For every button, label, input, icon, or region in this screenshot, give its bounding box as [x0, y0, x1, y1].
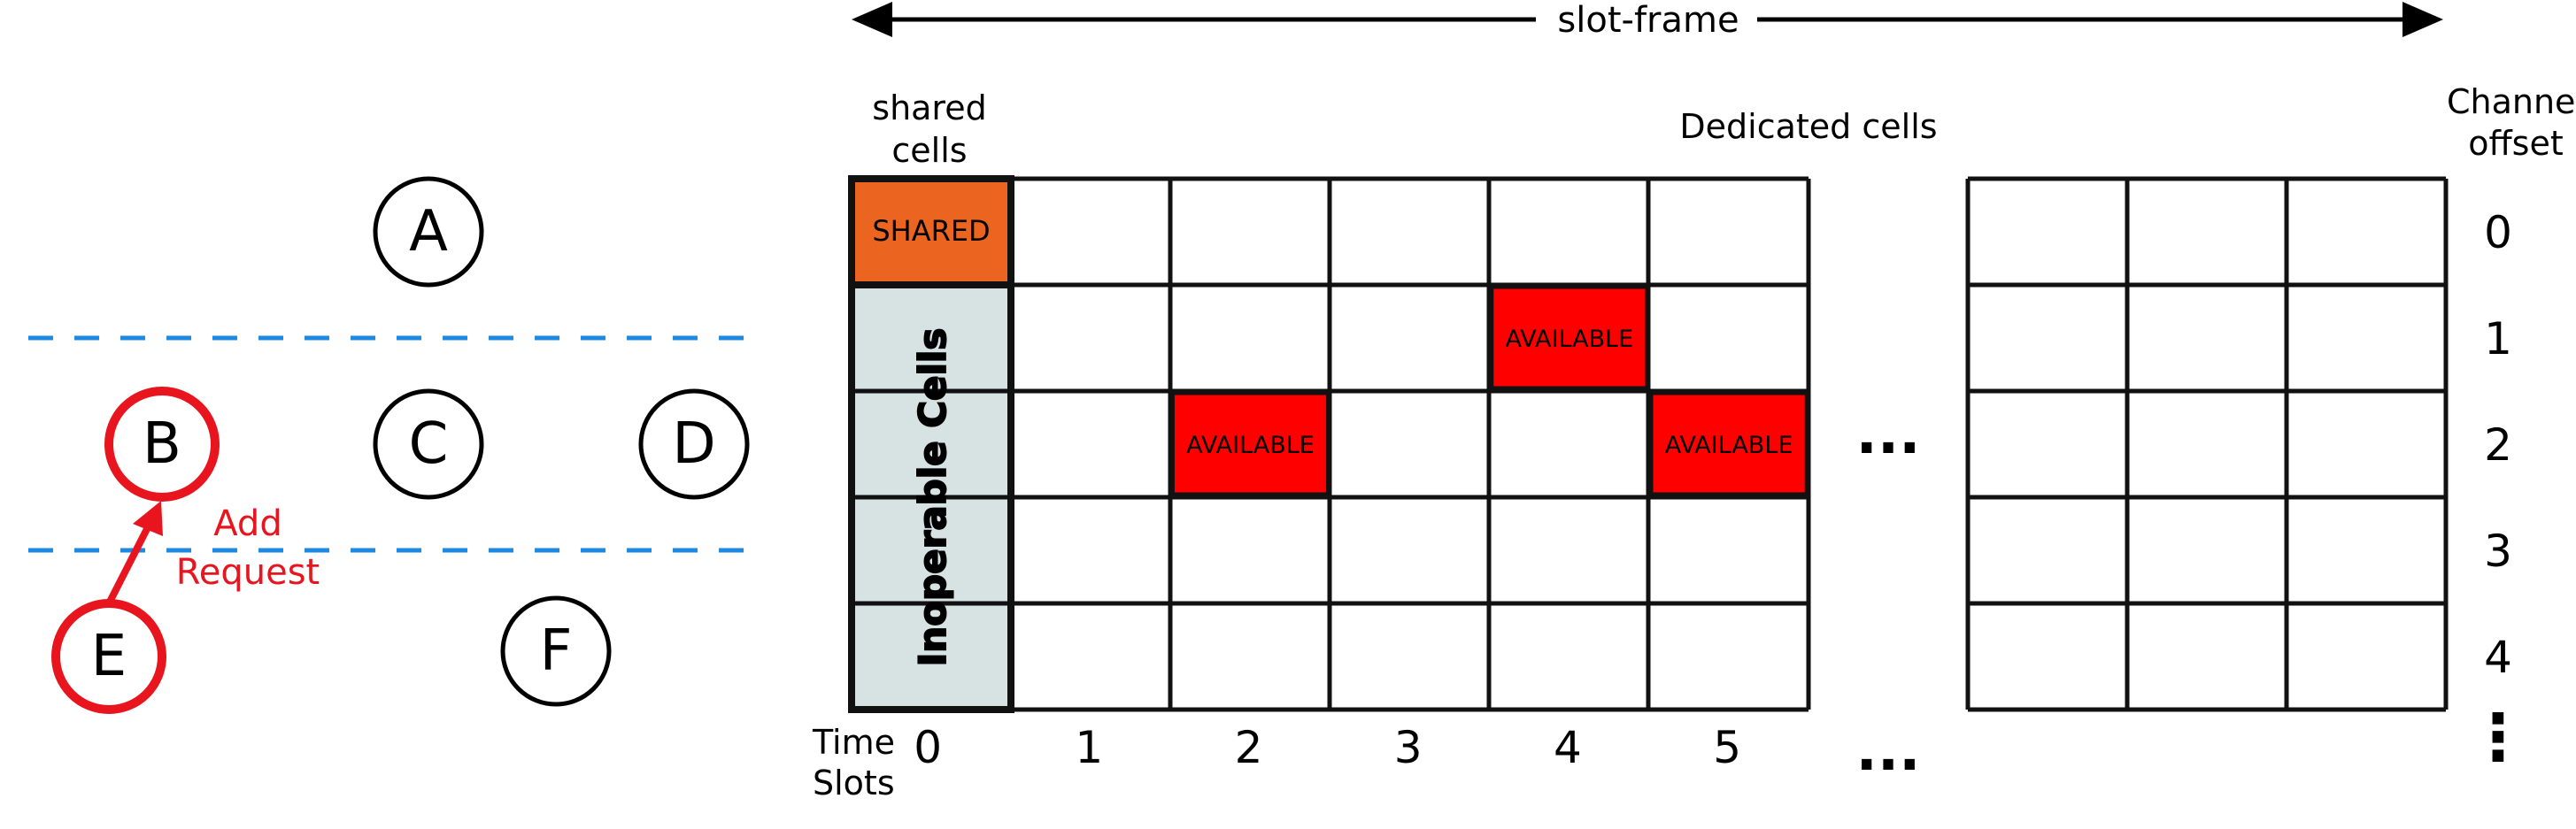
time-slot-label-2: 2: [1235, 722, 1263, 773]
node-e-label: E: [91, 624, 127, 689]
shared-cells-header-line1: shared: [872, 88, 986, 127]
channel-offset-header-line2: offset: [2468, 124, 2564, 163]
time-slot-label-1: 1: [1075, 722, 1103, 773]
add-request-label-line2: Request: [176, 552, 320, 593]
node-c: C: [373, 388, 484, 500]
time-slot-label-4: 4: [1554, 722, 1582, 773]
node-d-label: D: [672, 411, 715, 477]
add-request-arrow: [103, 501, 163, 610]
node-b-label: B: [143, 411, 181, 477]
grid-ellipsis: ...: [1856, 402, 1921, 467]
node-a-label: A: [409, 199, 448, 265]
available-cell-label: AVAILABLE: [1186, 432, 1315, 459]
node-c-label: C: [409, 411, 449, 477]
node-d: D: [638, 388, 750, 500]
channel-offset-label-2: 2: [2484, 419, 2512, 471]
node-e: E: [51, 599, 166, 714]
channel-vertical-ellipsis: ⋮: [2466, 700, 2530, 774]
node-a: A: [373, 176, 484, 288]
time-slot-label-0: 0: [914, 722, 942, 773]
topology-panel: Add Request A B C D E F: [28, 176, 752, 714]
channel-offset-label-1: 1: [2484, 313, 2512, 365]
time-slot-labels: 0 1 2 3 4 5: [914, 722, 1741, 773]
available-cell-label: AVAILABLE: [1665, 432, 1793, 459]
node-f-label: F: [540, 618, 573, 684]
time-slot-ellipsis: ...: [1856, 718, 1921, 784]
time-slots-header-line1: Time: [812, 723, 895, 762]
channel-offset-label-3: 3: [2484, 526, 2512, 577]
channel-offset-header-line1: Channel: [2447, 82, 2576, 121]
shared-cells-header-line2: cells: [891, 131, 967, 170]
slotframe-arrow: slot-frame: [852, 0, 2443, 41]
slotframe-label: slot-frame: [1557, 0, 1739, 41]
schedule-panel: slot-frame shared cells Dedicated cells …: [812, 0, 2576, 802]
block-borders: [848, 175, 1014, 713]
time-slot-label-5: 5: [1713, 722, 1741, 773]
time-slot-label-3: 3: [1394, 722, 1423, 773]
time-slots-header-line2: Slots: [813, 764, 895, 802]
node-b: B: [104, 387, 220, 502]
add-request-label-line1: Add: [213, 503, 282, 544]
available-cell-slot4-ch1: [1489, 284, 1650, 392]
shared-cell-label: SHARED: [872, 214, 990, 248]
available-cells: AVAILABLE AVAILABLE AVAILABLE: [1169, 284, 1809, 499]
available-cell-slot5-ch2: [1648, 390, 1809, 498]
channel-offset-labels: 0 1 2 3 4: [2484, 207, 2512, 683]
dedicated-cells-header: Dedicated cells: [1679, 107, 1937, 146]
inoperable-cells-label: Inoperable Cells: [911, 328, 954, 667]
channel-offset-label-4: 4: [2484, 632, 2512, 683]
shared-cell: [852, 179, 1011, 285]
node-f: F: [500, 595, 612, 707]
available-cell-label: AVAILABLE: [1506, 326, 1634, 353]
channel-offset-label-0: 0: [2484, 207, 2512, 258]
